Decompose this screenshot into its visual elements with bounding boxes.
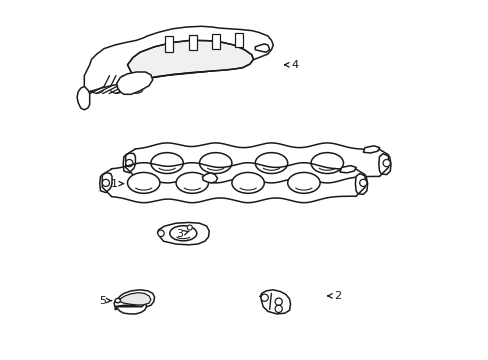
Ellipse shape (151, 153, 183, 174)
Polygon shape (84, 26, 273, 92)
Ellipse shape (231, 172, 264, 193)
Ellipse shape (169, 226, 196, 241)
Polygon shape (117, 72, 152, 94)
Circle shape (275, 305, 282, 312)
Ellipse shape (310, 153, 343, 174)
Circle shape (275, 298, 282, 305)
Ellipse shape (255, 153, 287, 174)
Circle shape (125, 159, 133, 167)
Polygon shape (115, 303, 146, 314)
Bar (235, 33, 243, 47)
Ellipse shape (176, 172, 208, 193)
Text: 5: 5 (99, 296, 111, 306)
Bar (188, 35, 196, 50)
Bar (212, 34, 220, 49)
Polygon shape (123, 153, 135, 173)
Polygon shape (255, 44, 269, 52)
Circle shape (158, 230, 164, 237)
Circle shape (261, 294, 268, 301)
Polygon shape (363, 146, 379, 153)
Ellipse shape (199, 153, 231, 174)
Ellipse shape (127, 172, 160, 193)
Polygon shape (114, 290, 154, 307)
Text: 1: 1 (110, 179, 123, 189)
Circle shape (187, 225, 192, 230)
Ellipse shape (287, 172, 320, 193)
Bar (165, 36, 173, 52)
Polygon shape (378, 154, 390, 175)
Circle shape (102, 179, 109, 186)
Polygon shape (260, 290, 290, 314)
Polygon shape (127, 40, 253, 81)
Polygon shape (355, 174, 367, 194)
Ellipse shape (115, 298, 120, 303)
Text: 4: 4 (284, 60, 298, 70)
Polygon shape (77, 86, 89, 110)
Polygon shape (100, 173, 112, 193)
Polygon shape (118, 293, 151, 305)
Text: 3: 3 (176, 229, 188, 239)
Circle shape (359, 179, 366, 186)
Polygon shape (157, 222, 209, 245)
Polygon shape (202, 173, 217, 183)
Polygon shape (339, 166, 355, 173)
Circle shape (382, 159, 389, 167)
Text: 2: 2 (327, 291, 341, 301)
